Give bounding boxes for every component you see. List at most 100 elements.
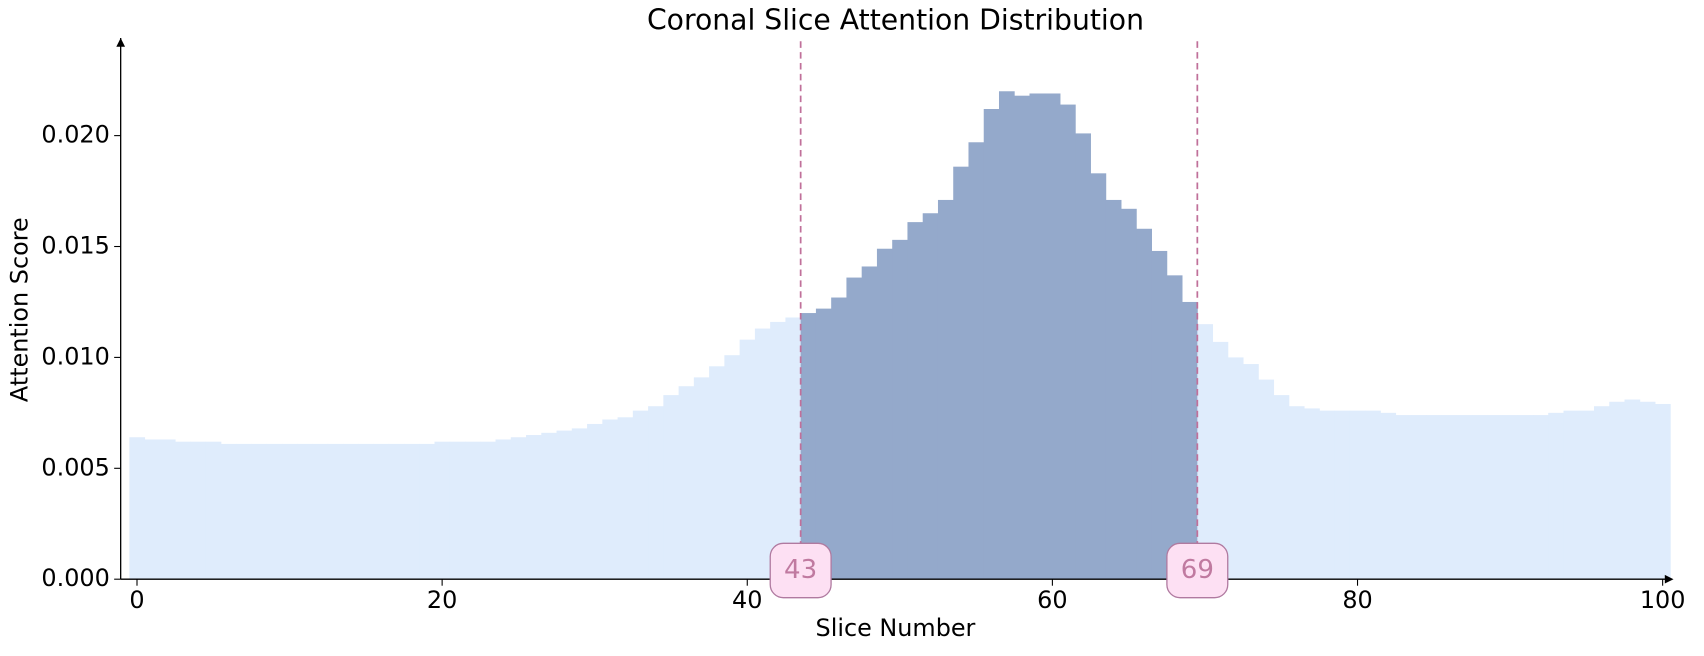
bar	[1334, 410, 1351, 580]
bar	[1349, 410, 1366, 580]
x-tick-label: 0	[129, 586, 144, 614]
x-tick-label: 80	[1342, 586, 1372, 614]
bar	[1441, 415, 1458, 580]
bar	[358, 443, 374, 580]
bar	[1060, 104, 1076, 580]
bar	[1273, 395, 1290, 580]
bar	[648, 406, 664, 580]
x-tick-label: 100	[1640, 586, 1686, 614]
bar	[403, 443, 420, 580]
x-axis-label: Slice Number	[816, 614, 976, 642]
bar	[1456, 415, 1473, 580]
bar	[342, 443, 359, 580]
bar	[1655, 403, 1671, 580]
bar	[1075, 133, 1091, 580]
bar	[861, 266, 878, 580]
bar	[1227, 357, 1244, 580]
bar	[1365, 410, 1381, 580]
bar	[266, 443, 283, 580]
bar	[800, 313, 817, 580]
bar	[602, 419, 619, 580]
x-tick-label: 40	[732, 586, 762, 614]
bar	[175, 441, 191, 580]
bar	[327, 443, 344, 580]
bar	[1593, 406, 1610, 580]
bar	[1624, 399, 1641, 580]
bar	[1029, 93, 1046, 580]
range-label: 43	[784, 555, 817, 585]
bar	[541, 432, 557, 580]
bar	[1609, 401, 1625, 580]
bar	[663, 395, 680, 580]
x-tick-label: 60	[1037, 586, 1067, 614]
bar	[1182, 301, 1198, 580]
bar	[754, 328, 771, 580]
bar	[1044, 93, 1061, 580]
bar	[1578, 410, 1595, 580]
bar	[1243, 364, 1259, 580]
range-label-box	[769, 542, 832, 599]
bar	[1395, 415, 1412, 580]
bar	[159, 439, 176, 580]
chart-title: Coronal Slice Attention Distribution	[647, 4, 1144, 37]
bar	[1380, 412, 1397, 580]
bar	[709, 366, 725, 580]
bar	[1014, 95, 1030, 580]
bar	[724, 355, 741, 580]
bar	[907, 222, 924, 580]
bar	[1487, 415, 1503, 580]
bar	[1258, 379, 1275, 580]
bar	[1471, 415, 1488, 580]
bar	[1319, 410, 1336, 580]
bar	[205, 441, 222, 580]
bar	[251, 443, 268, 580]
bar	[434, 441, 451, 580]
bar	[1105, 199, 1122, 580]
bar	[449, 441, 466, 580]
bar	[876, 248, 893, 580]
bar	[571, 428, 588, 580]
bar	[144, 439, 161, 580]
y-tick-label: 0.010	[41, 342, 109, 370]
y-tick-label: 0.020	[41, 121, 109, 149]
y-axis-arrow	[116, 38, 126, 47]
bar	[587, 423, 603, 580]
bar	[1288, 406, 1305, 580]
range-label-box	[1166, 542, 1229, 599]
bar	[510, 437, 527, 580]
bar	[846, 277, 863, 580]
bar	[465, 441, 481, 580]
bar	[998, 91, 1015, 580]
bar	[129, 437, 146, 580]
bar	[815, 308, 832, 580]
bar	[1121, 208, 1137, 580]
bar	[1426, 415, 1442, 580]
x-axis-arrow	[1664, 574, 1674, 584]
bar	[678, 386, 695, 580]
bar	[937, 199, 954, 580]
bar	[1548, 412, 1564, 580]
bar	[1090, 173, 1107, 580]
bar	[1151, 250, 1168, 580]
bar	[892, 239, 908, 580]
bar	[373, 443, 390, 580]
bar	[1517, 415, 1534, 580]
bar	[220, 443, 237, 580]
bar	[1639, 401, 1656, 580]
bar	[1304, 408, 1320, 580]
bar	[236, 443, 252, 580]
bar	[953, 166, 969, 580]
bar	[190, 441, 207, 580]
range-label: 69	[1181, 555, 1214, 585]
bar	[617, 417, 634, 580]
bar	[1166, 275, 1183, 580]
y-axis-label: Attention Score	[6, 217, 34, 402]
bar	[1212, 341, 1229, 580]
bar	[983, 109, 1000, 580]
bar	[297, 443, 313, 580]
bar	[770, 321, 786, 580]
bar	[312, 443, 329, 580]
bar	[739, 339, 756, 580]
bar	[831, 297, 847, 580]
